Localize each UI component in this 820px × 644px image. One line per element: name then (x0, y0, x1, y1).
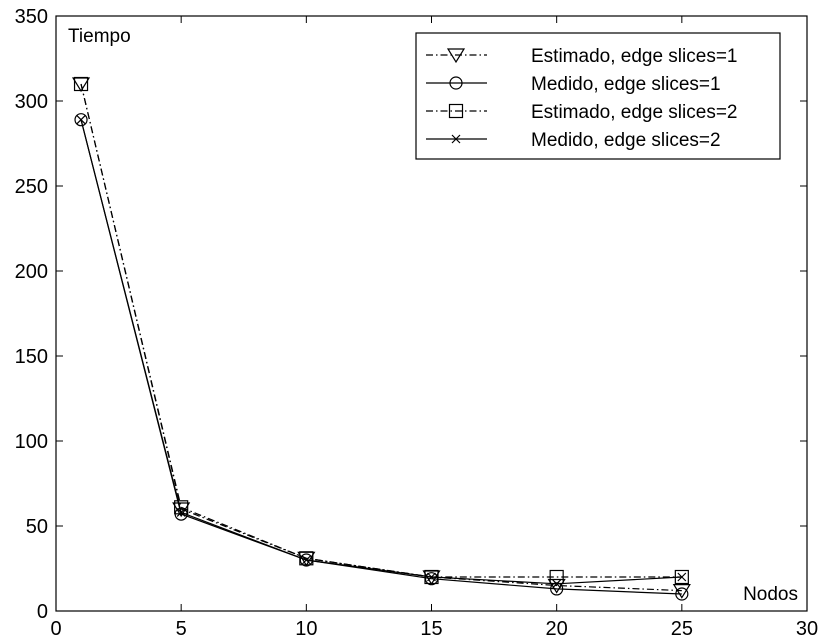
legend-label: Estimado, edge slices=2 (531, 102, 737, 123)
data-point-x (176, 507, 186, 517)
data-point-triangle (446, 48, 466, 64)
y-tick-label: 250 (15, 176, 48, 198)
y-axis-label: Tiempo (68, 26, 131, 47)
y-tick-label: 200 (15, 261, 48, 283)
data-point-x (301, 555, 311, 565)
series-4 (76, 115, 687, 589)
legend-label: Estimado, edge slices=1 (531, 46, 737, 67)
series-group (71, 76, 691, 601)
data-point-x (451, 134, 461, 144)
y-tick-label: 0 (37, 601, 48, 623)
x-tick-label: 10 (295, 618, 317, 640)
series-line (80, 119, 682, 585)
series-line (80, 83, 682, 578)
data-point-square (299, 551, 314, 566)
legend-box (415, 32, 781, 160)
data-point-triangle (547, 578, 566, 594)
x-tick-label: 15 (420, 618, 442, 640)
legend-entry: Medido, edge slices=1 (426, 74, 721, 95)
data-point-x (427, 572, 436, 582)
x-tick-label: 25 (671, 618, 693, 640)
series-3 (73, 76, 689, 585)
x-tick-label: 0 (50, 618, 61, 640)
legend: Estimado, edge slices=1 Medido, edge slic… (415, 32, 781, 160)
legend-entry: Medido, edge slices=2 (426, 130, 721, 151)
data-point-square (73, 76, 89, 92)
y-tick-label: 150 (15, 346, 48, 368)
data-point-triangle (672, 583, 691, 599)
y-tick-label: 300 (15, 91, 48, 113)
x-axis-label: Nodos (743, 584, 798, 605)
legend-label: Medido, edge slices=1 (531, 74, 721, 95)
legend-entry: Estimado, edge slices=1 (426, 46, 737, 67)
data-point-x (552, 579, 562, 589)
data-point-circle (675, 587, 689, 601)
data-point-circle (74, 113, 88, 127)
data-point-x (76, 115, 86, 125)
x-tick-label: 20 (546, 618, 568, 640)
y-tick-label: 100 (15, 431, 48, 453)
legend-entry: Estimado, edge slices=2 (426, 102, 737, 123)
data-point-square (448, 103, 464, 119)
data-point-x (677, 572, 687, 582)
y-tick-label: 350 (15, 6, 48, 28)
legend-label: Medido, edge slices=2 (531, 130, 721, 151)
y-tick-label: 50 (26, 516, 48, 538)
x-tick-label: 30 (796, 618, 818, 640)
x-tick-label: 5 (176, 618, 187, 640)
data-point-circle (449, 76, 463, 90)
data-point-square (174, 500, 189, 515)
